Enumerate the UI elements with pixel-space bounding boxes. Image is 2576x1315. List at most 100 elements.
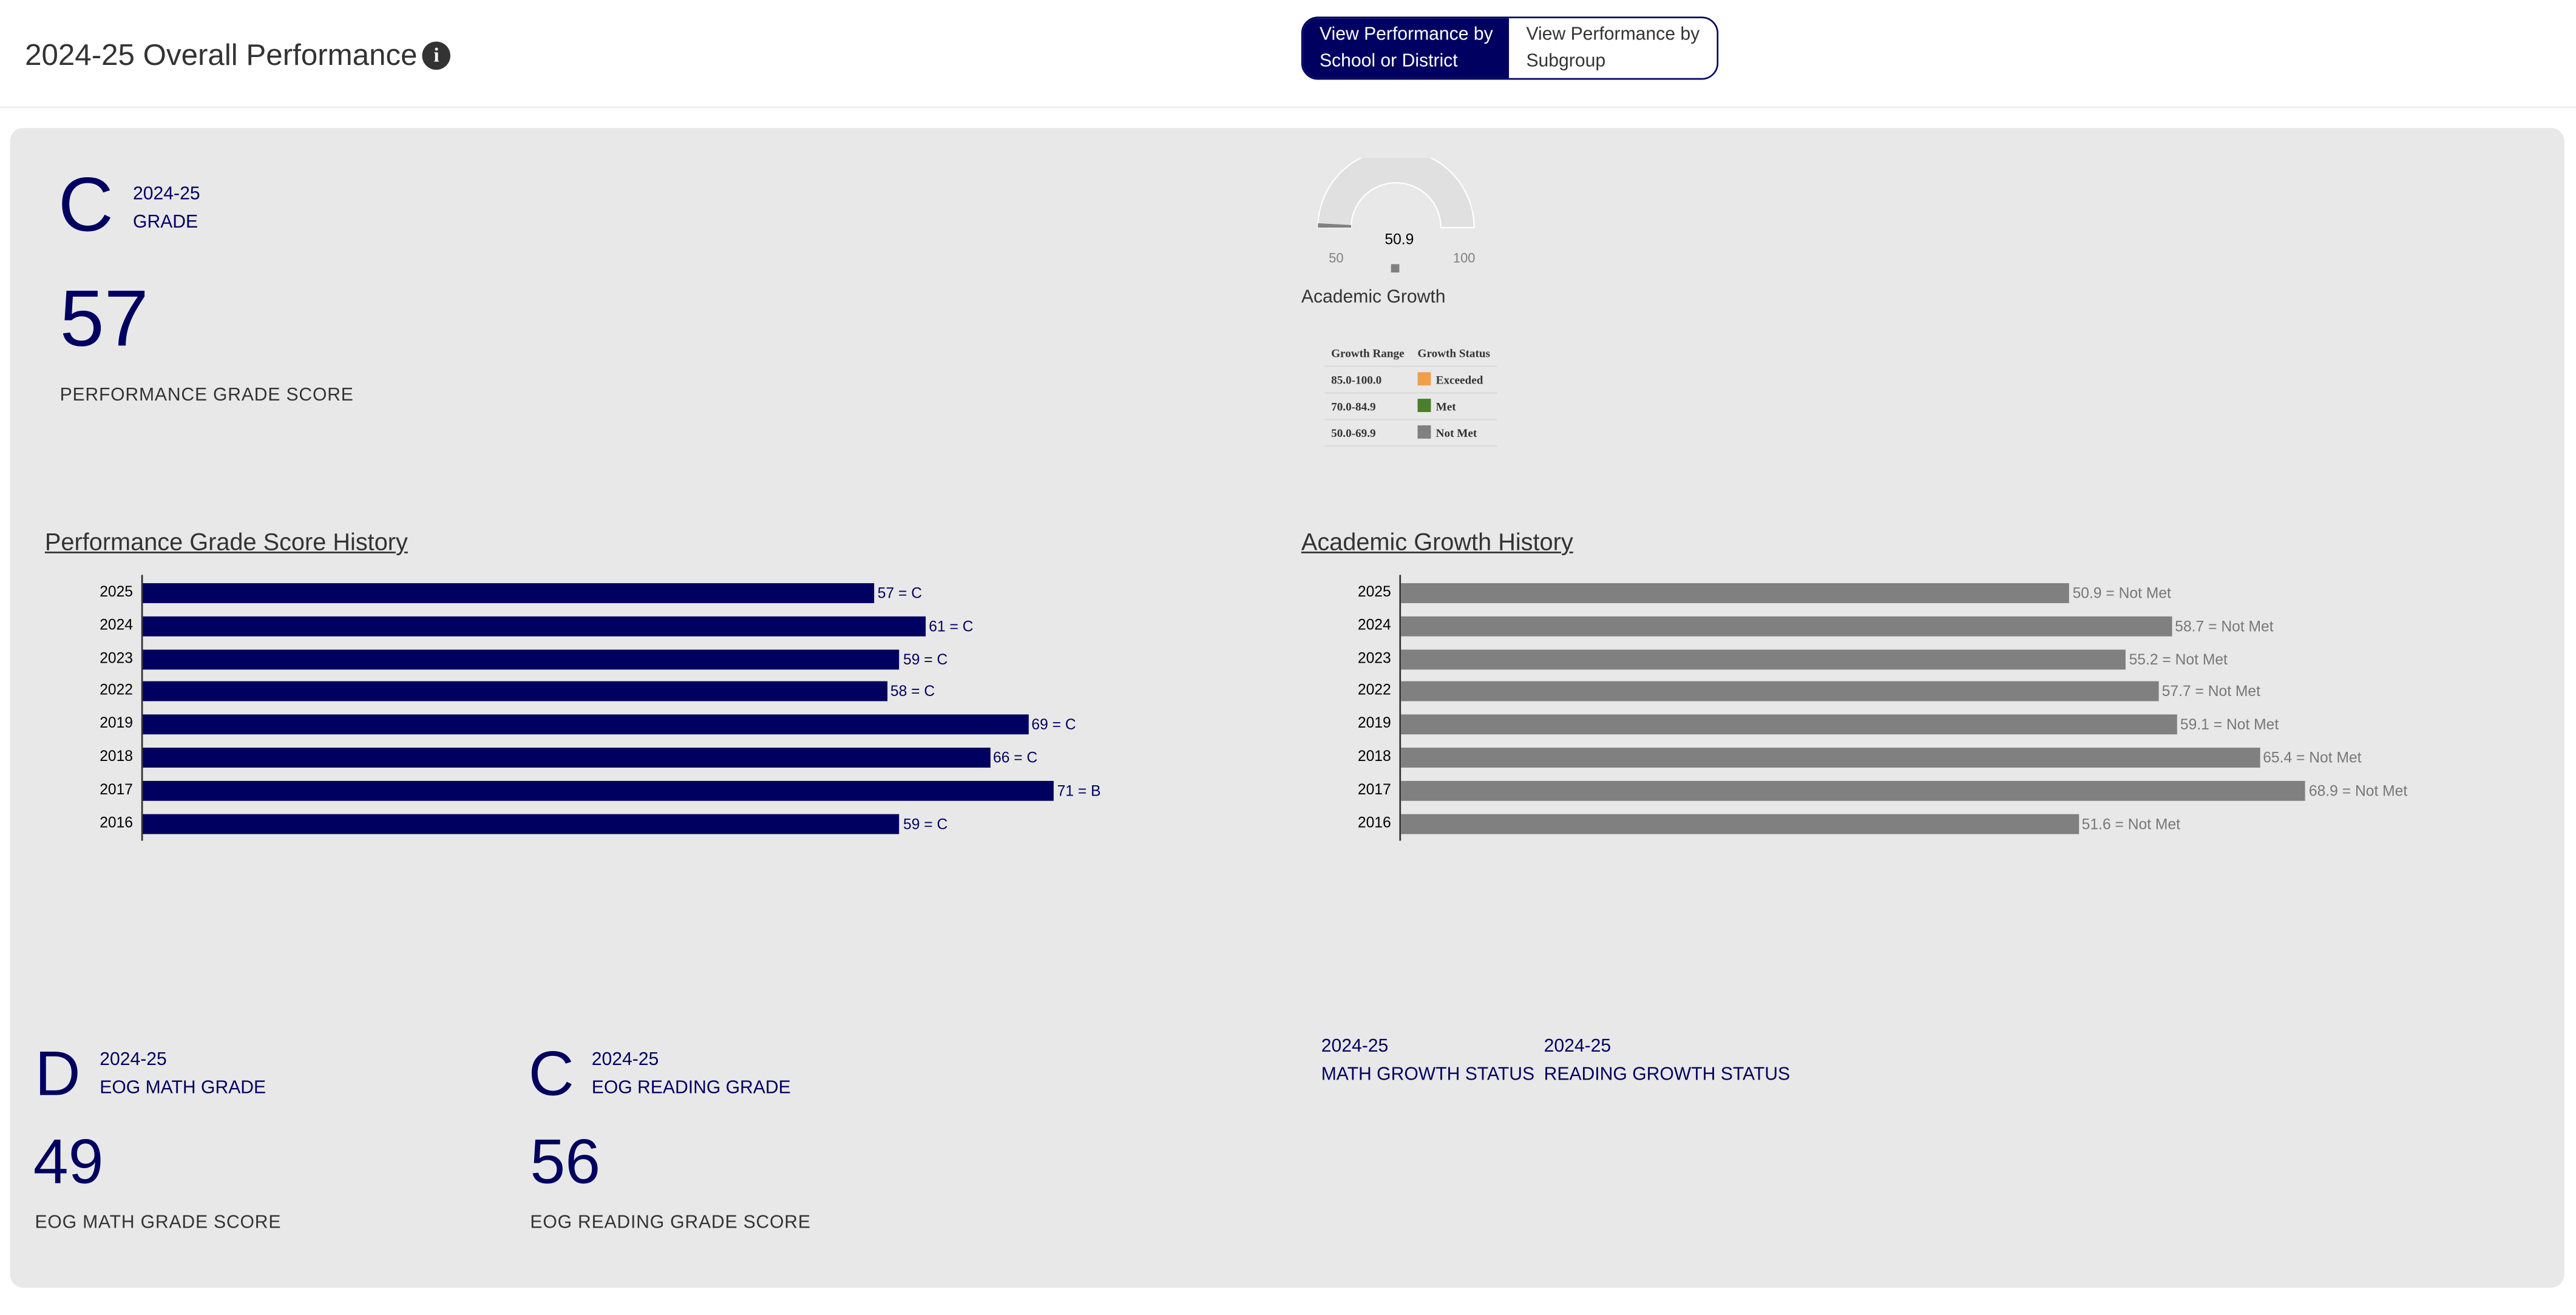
grade-label: GRADE <box>133 212 198 233</box>
bar <box>1401 714 2177 735</box>
data-label: 58 = C <box>890 683 935 700</box>
divider <box>0 106 2576 108</box>
math-grade: D <box>35 1039 81 1110</box>
data-label: 59 = C <box>903 651 948 668</box>
y-tick-label: 2023 <box>100 649 134 666</box>
label: View Performance by <box>1526 25 1700 45</box>
bar <box>143 813 900 834</box>
page-title: 2024-25 Overall Performance <box>25 38 418 72</box>
legend-swatch <box>1417 372 1431 386</box>
data-label: 61 = C <box>929 617 974 635</box>
legend-range: 70.0-84.9 <box>1324 393 1411 421</box>
legend-header: Growth Status <box>1411 342 1497 368</box>
math-grade-label: EOG MATH GRADE <box>100 1078 266 1098</box>
legend-range: 50.0-69.9 <box>1324 419 1411 447</box>
y-tick-label: 2017 <box>100 780 134 797</box>
gauge-value: 50.9 <box>1385 231 1414 248</box>
data-label: 51.6 = Not Met <box>2081 815 2181 832</box>
data-label: 66 = C <box>992 749 1038 766</box>
legend-swatch <box>1417 425 1431 439</box>
bar <box>143 681 887 702</box>
reading-score-label: EOG READING GRADE SCORE <box>530 1212 811 1233</box>
legend-status: Met <box>1411 393 1497 421</box>
gauge-max: 100 <box>1453 251 1476 266</box>
growth-legend: Growth Range Growth Status 85.0-100.0 Exce… <box>1324 342 1497 447</box>
y-tick-label: 2025 <box>100 583 134 600</box>
y-axis <box>141 575 143 841</box>
data-label: 71 = B <box>1057 782 1101 799</box>
y-tick-label: 2023 <box>1357 649 1391 666</box>
legend-header: Growth Range <box>1324 342 1411 368</box>
performance-score-label: PERFORMANCE GRADE SCORE <box>59 385 354 406</box>
bar <box>143 616 926 637</box>
y-tick-label: 2019 <box>1357 714 1391 732</box>
math-score: 49 <box>33 1128 104 1198</box>
legend-status: Exceeded <box>1411 366 1497 394</box>
bar <box>143 649 900 669</box>
reading-growth-label: READING GROWTH STATUS <box>1544 1065 1791 1085</box>
reading-grade: C <box>528 1039 574 1110</box>
growth-history-chart: 2025 50.9 = Not Met 2024 58.7 = Not Met 2023… <box>1341 575 2505 849</box>
y-axis <box>1399 575 1402 841</box>
info-circle-icon[interactable]: i <box>422 41 451 70</box>
bar <box>143 714 1028 735</box>
gauge-min: 50 <box>1329 251 1343 266</box>
bar <box>1401 813 2079 834</box>
bar <box>1401 649 2126 669</box>
y-tick-label: 2024 <box>1357 616 1391 633</box>
label: Subgroup <box>1526 51 1606 72</box>
data-label: 55.2 = Not Met <box>2129 651 2228 668</box>
reading-score: 56 <box>530 1128 601 1198</box>
y-tick-label: 2016 <box>100 813 134 830</box>
data-label: 50.9 = Not Met <box>2072 584 2171 602</box>
gauge-value-arc <box>1318 223 1352 228</box>
legend-status-label: Exceeded <box>1435 374 1483 387</box>
reading-growth-year: 2024-25 <box>1544 1036 1612 1057</box>
grade-year: 2024-25 <box>133 184 200 205</box>
data-label: 58.7 = Not Met <box>2175 617 2274 635</box>
legend-row: 70.0-84.9 Met <box>1324 393 1497 421</box>
bar <box>143 780 1054 801</box>
performance-score: 57 <box>59 276 149 364</box>
legend-status-label: Met <box>1435 400 1456 414</box>
view-by-school-button[interactable]: View Performance by School or District <box>1303 18 1510 78</box>
y-tick-label: 2018 <box>1357 748 1391 765</box>
y-tick-label: 2019 <box>100 714 134 732</box>
overall-grade: C <box>58 161 114 248</box>
legend-row: 85.0-100.0 Exceeded <box>1324 366 1497 394</box>
view-by-subgroup-button[interactable]: View Performance by Subgroup <box>1510 18 1717 78</box>
chart-title: Performance Grade Score History <box>44 530 408 557</box>
legend-status: Not Met <box>1411 419 1497 447</box>
performance-panel <box>10 127 2564 1288</box>
bar <box>1401 583 2070 603</box>
bar <box>1401 616 2172 637</box>
data-label: 68.9 = Not Met <box>2308 782 2408 799</box>
label: View Performance by <box>1319 25 1493 45</box>
data-label: 57.7 = Not Met <box>2161 683 2261 700</box>
gauge-track <box>1317 158 1475 229</box>
math-growth-year: 2024-25 <box>1321 1036 1389 1057</box>
y-tick-label: 2024 <box>100 616 134 633</box>
bar <box>1401 748 2260 768</box>
bar <box>1401 780 2306 801</box>
performance-history-chart: 2025 57 = C 2024 61 = C 2023 59 = C 2022 58 = C… <box>83 575 1247 849</box>
y-tick-label: 2018 <box>100 748 134 765</box>
math-year: 2024-25 <box>100 1050 167 1070</box>
chart-title: Academic Growth History <box>1301 530 1573 557</box>
math-score-label: EOG MATH GRADE SCORE <box>35 1212 282 1233</box>
y-tick-label: 2025 <box>1357 583 1391 600</box>
bar <box>1401 681 2159 702</box>
data-label: 59 = C <box>903 815 948 832</box>
legend-range: 85.0-100.0 <box>1324 366 1411 394</box>
legend-row: 50.0-69.9 Not Met <box>1324 419 1497 447</box>
data-label: 59.1 = Not Met <box>2180 716 2279 733</box>
y-tick-label: 2016 <box>1357 813 1391 830</box>
label: School or District <box>1319 51 1458 72</box>
data-label: 57 = C <box>877 584 923 602</box>
gauge-title: Academic Growth <box>1301 287 1446 308</box>
bar <box>143 583 875 603</box>
legend-swatch <box>1417 399 1431 413</box>
view-toggle: View Performance by School or District Vi… <box>1301 16 1718 80</box>
y-tick-label: 2022 <box>1357 681 1391 699</box>
legend-status-label: Not Met <box>1435 427 1477 441</box>
